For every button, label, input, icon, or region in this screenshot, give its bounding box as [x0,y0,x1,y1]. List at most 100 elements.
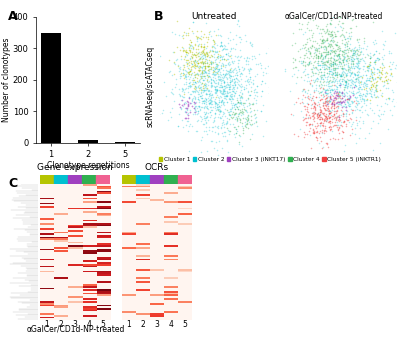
Point [313,94,319,100]
Point [205,117,212,122]
Point [339,66,346,71]
Point [315,88,322,93]
Point [320,79,326,84]
Point [350,56,357,62]
Point [212,49,219,54]
Point [216,99,222,104]
Point [314,123,320,129]
Point [336,79,342,84]
Point [170,71,177,77]
Point [229,61,236,66]
Point [332,73,338,78]
Point [386,72,393,78]
Point [197,4,203,9]
Point [208,83,214,88]
Point [331,101,338,106]
Point [352,64,359,69]
Point [183,68,189,73]
Point [328,22,335,27]
Point [222,64,229,69]
Point [367,97,374,102]
Point [345,100,352,105]
Point [320,36,326,41]
Point [355,52,361,57]
Point [376,56,382,62]
Point [352,49,358,54]
Point [286,88,293,94]
Point [206,29,212,34]
Point [318,90,324,95]
Point [176,66,183,72]
Point [203,109,209,115]
Point [380,83,387,88]
Point [183,73,190,79]
Point [338,66,344,71]
Point [246,78,252,84]
Point [328,101,335,106]
Point [370,118,376,123]
Point [198,105,204,110]
Point [233,68,239,73]
Point [366,63,372,68]
Point [377,64,384,69]
Point [349,54,356,60]
Point [335,117,341,123]
Point [301,86,308,91]
Point [249,121,256,127]
Point [337,89,343,95]
Point [300,59,306,65]
Point [306,122,312,128]
Point [202,112,208,117]
Point [381,42,387,48]
Point [229,111,236,116]
Point [201,84,208,89]
Point [344,36,350,41]
Point [326,64,332,70]
Point [169,105,175,110]
Point [360,97,366,102]
Point [380,79,387,84]
Text: B: B [154,10,164,23]
Point [370,148,376,153]
Point [355,85,362,91]
Point [388,71,394,77]
Point [234,21,240,27]
Point [327,20,333,26]
Point [217,54,223,60]
Point [323,90,329,96]
Point [363,102,369,107]
Point [324,70,330,75]
Point [327,32,334,37]
Point [224,82,231,88]
Text: A: A [8,10,18,23]
Point [348,56,354,62]
Point [339,27,346,33]
Point [237,107,243,113]
Point [176,32,182,38]
Point [376,68,382,74]
Point [345,81,351,87]
Point [166,69,172,74]
Point [194,51,200,57]
Point [232,90,238,96]
Point [325,74,331,79]
Point [202,69,208,74]
Point [219,99,226,104]
Point [195,34,201,40]
Point [356,60,362,66]
Point [207,110,214,115]
Point [336,99,343,104]
Point [347,93,354,99]
Point [202,64,208,70]
Point [311,109,318,115]
Point [386,96,393,101]
Point [346,103,352,108]
Point [188,53,194,58]
Point [197,85,203,90]
Point [244,77,250,83]
Point [194,34,200,40]
Point [189,70,196,76]
Point [344,90,350,96]
Point [320,102,326,107]
Title: OCRs: OCRs [145,163,169,172]
